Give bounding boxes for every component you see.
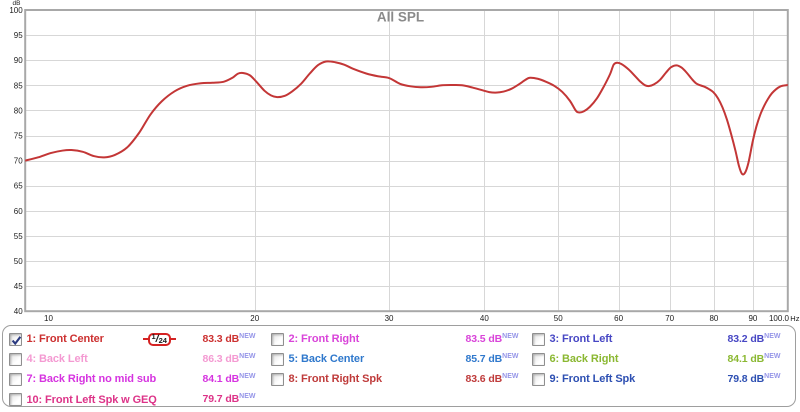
- legend-item-value: 83.3 dBNEW: [202, 332, 256, 345]
- legend-item-back-center[interactable]: 5: Back Center: [270, 352, 365, 367]
- svg-text:90: 90: [748, 314, 757, 323]
- check-icon: [11, 335, 21, 345]
- svg-text:70: 70: [14, 157, 23, 166]
- plot-border: [24, 9, 789, 313]
- svg-text:10: 10: [44, 314, 53, 323]
- front-left-spk-w-geq-checkbox[interactable]: [8, 393, 22, 407]
- new-badge: NEW: [502, 352, 519, 360]
- front-right-spk-checkbox[interactable]: [270, 372, 284, 386]
- svg-text:80: 80: [709, 314, 718, 323]
- new-badge: NEW: [239, 393, 256, 401]
- legend-item-value: 83.2 dBNEW: [727, 332, 781, 345]
- front-left-checkbox[interactable]: [531, 332, 545, 346]
- legend-item-value: 85.7 dBNEW: [465, 352, 519, 365]
- legend-item-back-right[interactable]: 6: Back Right: [531, 352, 619, 367]
- new-badge: NEW: [764, 332, 781, 340]
- legend-item-value: 83.5 dBNEW: [465, 332, 519, 345]
- legend-item-front-left-spk[interactable]: 9: Front Left Spk: [531, 372, 636, 387]
- legend-item-label: 9: Front Left Spk: [549, 373, 636, 386]
- legend-item-label: 4: Back Left: [26, 353, 88, 366]
- gridlines: [25, 10, 788, 312]
- svg-text:90: 90: [14, 56, 23, 65]
- legend-item-front-center[interactable]: 1: Front Center: [8, 332, 104, 347]
- front-center-checkbox[interactable]: [8, 332, 22, 346]
- legend-item-label: 7: Back Right no mid sub: [26, 373, 157, 386]
- new-badge: NEW: [239, 372, 256, 380]
- new-badge: NEW: [764, 352, 781, 360]
- spl-chart: 100 95 90 85 80 75 70 65 60 55 50 45 40 dB 10 20 30 40 50 6…: [9, 0, 800, 323]
- legend-item-label: 2: Front Right: [288, 333, 360, 345]
- new-badge: NEW: [239, 352, 256, 360]
- svg-text:30: 30: [385, 314, 394, 323]
- svg-text:55: 55: [14, 232, 23, 241]
- trace-line-stub-right: [170, 338, 176, 340]
- legend-item-label: 5: Back Center: [288, 353, 365, 366]
- front-left-spk-checkbox[interactable]: [531, 372, 545, 386]
- back-left-checkbox[interactable]: [8, 352, 22, 366]
- legend-item-front-right[interactable]: 2: Front Right: [270, 332, 360, 347]
- x-axis-labels: 10 20 30 40 50 60 70 80 90 100.0 Hz: [44, 314, 800, 323]
- svg-text:60: 60: [614, 314, 623, 323]
- legend-item-value: 79.8 dBNEW: [727, 372, 781, 385]
- legend-item-value: 79.7 dBNEW: [202, 393, 256, 406]
- trace-1-front-center: [25, 60, 788, 176]
- svg-text:75: 75: [14, 132, 23, 141]
- svg-text:80: 80: [14, 106, 23, 115]
- svg-text:100: 100: [9, 6, 23, 15]
- new-badge: NEW: [764, 372, 781, 380]
- legend-item-label: 10: Front Left Spk w GEQ: [26, 393, 157, 406]
- smoothing-box: 1/24: [147, 332, 171, 346]
- svg-text:40: 40: [14, 307, 23, 316]
- svg-text:Hz: Hz: [790, 314, 799, 323]
- legend-item-value: 84.1 dBNEW: [727, 352, 781, 365]
- legend-item-front-left-spk-w-geq[interactable]: 10: Front Left Spk w GEQ: [8, 392, 157, 407]
- back-right-checkbox[interactable]: [531, 352, 545, 366]
- svg-text:85: 85: [14, 81, 23, 90]
- new-badge: NEW: [502, 332, 519, 340]
- legend-item-label: 8: Front Right Spk: [288, 373, 383, 386]
- svg-text:65: 65: [14, 182, 23, 191]
- legend-item-value: 84.1 dBNEW: [202, 372, 256, 385]
- legend-item-front-right-spk[interactable]: 8: Front Right Spk: [270, 372, 383, 387]
- new-badge: NEW: [239, 332, 256, 340]
- svg-text:50: 50: [554, 314, 563, 323]
- chart-title: All SPL: [377, 10, 424, 25]
- svg-text:60: 60: [14, 207, 23, 216]
- y-axis-labels: 100 95 90 85 80 75 70 65 60 55 50 45 40 dB: [9, 0, 23, 316]
- svg-text:50: 50: [14, 257, 23, 266]
- trace-line-stub-left: [142, 338, 148, 340]
- svg-text:40: 40: [480, 314, 489, 323]
- legend-item-label: 1: Front Center: [26, 333, 104, 345]
- svg-text:45: 45: [14, 282, 23, 291]
- back-right-no-mid-sub-checkbox[interactable]: [8, 372, 22, 386]
- legend-item-label: 6: Back Right: [549, 353, 619, 366]
- back-center-checkbox[interactable]: [270, 352, 284, 366]
- legend-item-back-left[interactable]: 4: Back Left: [8, 352, 88, 367]
- legend-item-back-right-no-mid-sub[interactable]: 7: Back Right no mid sub: [8, 372, 157, 387]
- legend-item-value: 83.6 dBNEW: [465, 372, 519, 385]
- svg-text:95: 95: [14, 31, 23, 40]
- svg-text:100.0: 100.0: [769, 314, 790, 323]
- svg-text:20: 20: [250, 314, 259, 323]
- legend-item-value: 86.3 dBNEW: [202, 352, 256, 365]
- svg-text:dB: dB: [13, 0, 21, 7]
- legend-item-label: 3: Front Left: [549, 333, 613, 345]
- legend-panel: 1: Front Center 83.3 dBNEW 1/24 2: Front…: [2, 325, 796, 407]
- svg-text:70: 70: [665, 314, 674, 323]
- legend-item-front-left[interactable]: 3: Front Left: [531, 332, 613, 347]
- new-badge: NEW: [502, 372, 519, 380]
- front-right-checkbox[interactable]: [270, 332, 284, 346]
- smoothing-badge: 1/24: [142, 331, 176, 347]
